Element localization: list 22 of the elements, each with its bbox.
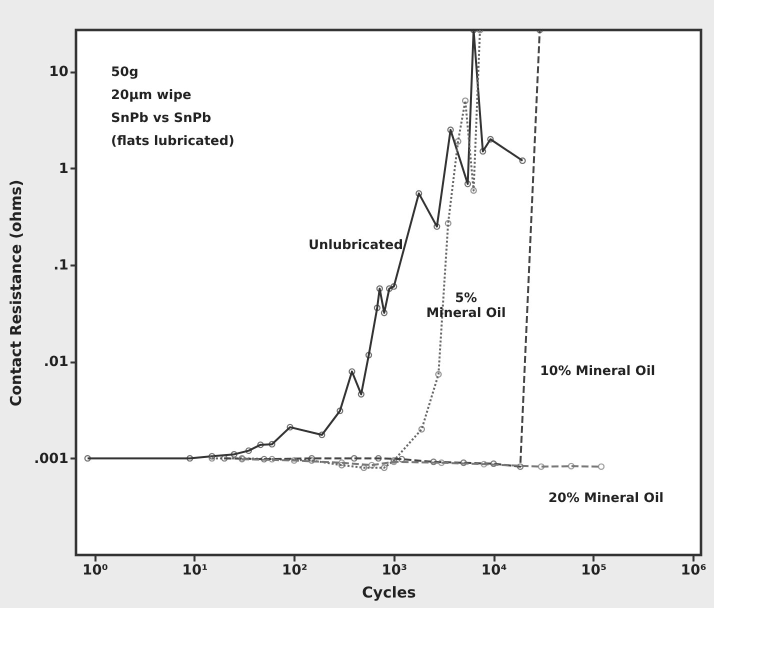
y-tick-label: .1 [53,258,68,274]
y-tick-label: 1 [58,160,68,177]
annotation: (flats lubricated) [111,134,234,149]
x-tick-label: 10¹ [182,562,208,578]
x-tick-label: 10³ [382,562,408,578]
x-tick-label: 10⁶ [680,562,706,578]
x-tick-label: 10⁴ [481,562,507,578]
y-tick-label: .001 [34,450,68,467]
y-axis-title: Contact Resistance (ohms) [6,180,25,406]
series-label: 10% Mineral Oil [540,364,656,379]
annotation: 20μm wipe [111,88,192,103]
series-label: Unlubricated [308,238,403,253]
series-label: 5% Mineral Oil [426,291,506,321]
x-tick-label: 10⁰ [82,562,108,578]
x-axis-title: Cycles [362,584,416,602]
x-tick-label: 10² [282,562,308,578]
annotation: 50g [111,65,138,80]
x-tick-label: 10⁵ [581,562,607,578]
annotation: SnPb vs SnPb [111,111,212,126]
y-tick-label: 10 [49,64,69,80]
series-label: 20% Mineral Oil [548,491,664,506]
y-tick-label: .01 [44,354,68,370]
